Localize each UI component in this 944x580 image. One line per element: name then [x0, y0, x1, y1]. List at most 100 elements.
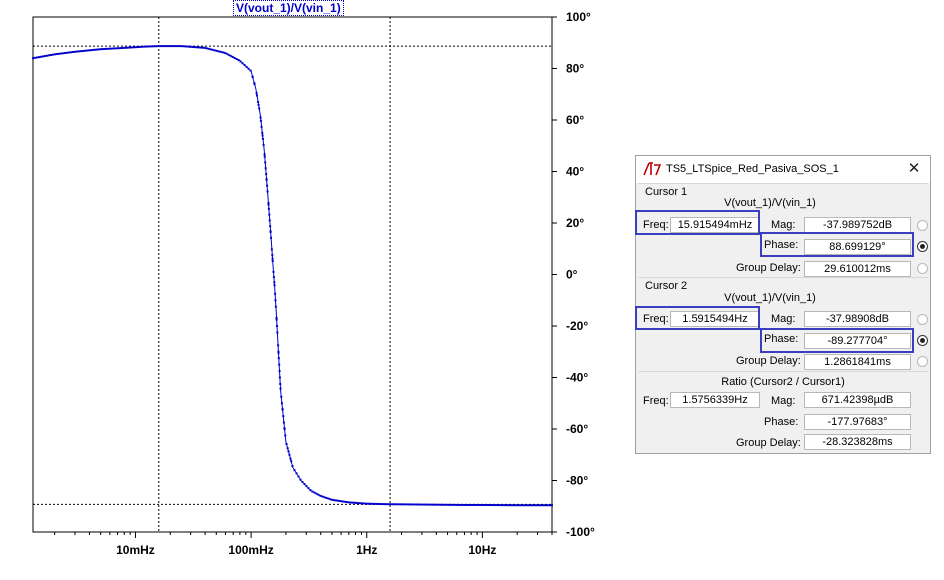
trace-point [229, 54, 232, 57]
cursor2-mag-radio[interactable] [917, 314, 928, 325]
trace-point [155, 45, 158, 48]
trace-point [270, 248, 273, 251]
trace-point [343, 500, 346, 503]
trace-point [503, 504, 506, 507]
trace-point [243, 64, 246, 67]
trace-point [37, 56, 40, 59]
trace-point [125, 46, 128, 49]
bode-phase-plot[interactable]: 100° 80° 60° 40° 20° 0° -20° -40° -60° -80° -100° 1… [0, 0, 620, 575]
trace-point [459, 503, 462, 506]
plot-canvas[interactable]: 100° 80° 60° 40° 20° 0° -20° -40° -60° -80° -100° 1… [0, 0, 620, 575]
trace-point [347, 501, 350, 504]
cursor1-group-delay-field[interactable]: 29.610012ms [804, 261, 911, 277]
trace-point [545, 504, 548, 507]
trace-point [187, 45, 190, 48]
cursor1-group-delay-radio[interactable] [917, 263, 928, 274]
trace-point [262, 143, 265, 146]
trace-point [69, 51, 72, 54]
trace-point [421, 503, 424, 506]
trace-point [319, 494, 322, 497]
trace-point [268, 219, 271, 222]
cursor2-freq-label: Freq: [643, 313, 669, 325]
trace-point [259, 116, 262, 119]
trace-point [273, 284, 276, 287]
cursor2-freq-field[interactable]: 1.5915494Hz [670, 311, 760, 327]
trace-point [271, 257, 274, 260]
trace-point [163, 45, 166, 48]
cursor2-group-delay-field[interactable]: 1.2861841ms [804, 354, 911, 370]
trace-point [277, 357, 280, 360]
ratio-group-delay-field[interactable]: -28.323828ms [804, 434, 911, 450]
cursor1-mag-field[interactable]: -37.989752dB [804, 217, 911, 233]
trace-point [103, 47, 106, 50]
cursor2-phase-radio[interactable] [917, 335, 928, 346]
trace-point [141, 45, 144, 48]
trace-point [537, 504, 540, 507]
close-icon[interactable]: ✕ [907, 160, 921, 177]
trace-point [151, 45, 154, 48]
trace-point [290, 460, 293, 463]
cursor2-label: Cursor 2 [645, 280, 688, 292]
trace-point [276, 331, 279, 334]
ratio-group-delay-label: Group Delay: [736, 437, 801, 449]
trace-point [367, 502, 370, 505]
ratio-freq-field[interactable]: 1.5756339Hz [670, 392, 760, 408]
dialog-titlebar[interactable]: TS5_LTSpice_Red_Pasiva_SOS_1 ✕ [636, 156, 930, 183]
trace-point [41, 55, 44, 58]
trace-point [339, 500, 342, 503]
cursor1-phase-field[interactable]: 88.699129° [804, 239, 911, 255]
trace-point [291, 465, 294, 468]
cursor1-mag-radio[interactable] [917, 220, 928, 231]
trace-point [359, 502, 362, 505]
cursor2-phase-field[interactable]: -89.277704° [804, 333, 911, 349]
ratio-phase-field[interactable]: -177.97683° [804, 414, 911, 430]
trace-point [261, 134, 264, 137]
trace-point [383, 503, 386, 506]
trace-point [511, 504, 514, 507]
trace-point [259, 119, 262, 122]
cursor1-label: Cursor 1 [645, 186, 688, 198]
cursor2-mag-field[interactable]: -37.98908dB [804, 311, 911, 327]
trace-point [267, 207, 270, 210]
trace-point [395, 503, 398, 506]
trace-point [311, 490, 314, 493]
trace-point [213, 49, 216, 52]
cursor1-phase-radio[interactable] [917, 241, 928, 252]
trace-point [264, 161, 267, 164]
trace-point [533, 504, 536, 507]
trace-point [527, 504, 530, 507]
trace-point [119, 47, 122, 50]
trace-point [303, 483, 306, 486]
ratio-mag-field[interactable]: 671.42398µdB [804, 392, 911, 408]
trace-point [81, 49, 84, 52]
cursor1-mag-label: Mag: [771, 219, 796, 231]
cursor2-group-delay-radio[interactable] [917, 356, 928, 367]
trace-point [549, 504, 552, 507]
y-tick-label: -40° [566, 371, 588, 385]
trace-point [59, 52, 62, 55]
trace-point [447, 503, 450, 506]
trace-point [91, 48, 94, 51]
y-tick-label: 20° [566, 216, 584, 230]
trace-point [97, 48, 100, 51]
cursor1-trace-name: V(vout_1)/V(vin_1) [724, 197, 816, 209]
trace-point [183, 45, 186, 48]
trace-point [83, 49, 86, 52]
trace-point [32, 57, 34, 60]
trace-point [351, 501, 354, 504]
trace-point [274, 299, 277, 302]
trace-point [335, 499, 338, 502]
trace-title[interactable]: V(vout_1)/V(vin_1) [233, 0, 344, 16]
trace-point [333, 499, 336, 502]
trace-point [209, 48, 212, 51]
trace-point [293, 469, 296, 472]
trace-point [123, 46, 126, 49]
trace-point [121, 46, 124, 49]
trace-point [185, 45, 188, 48]
trace-point [247, 67, 250, 70]
cursor1-freq-field[interactable]: 15.915494mHz [670, 217, 760, 233]
trace-point [471, 503, 474, 506]
trace-point [461, 503, 464, 506]
y-tick-label: -60° [566, 422, 588, 436]
trace-point [203, 46, 206, 49]
